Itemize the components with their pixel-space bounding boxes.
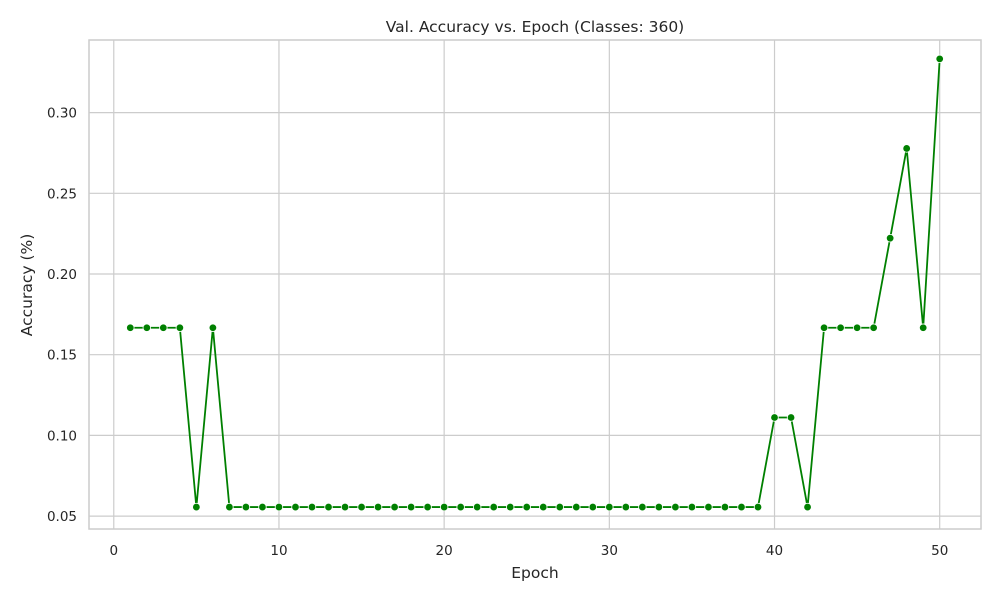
data-point [704, 502, 713, 512]
data-point [654, 502, 664, 512]
data-point [852, 323, 862, 332]
plot-border [88, 39, 982, 530]
plot-background [89, 40, 981, 529]
data-point [918, 323, 928, 332]
x-tick-labels: 0 10 20 30 40 50 [109, 543, 948, 559]
y-tick-label: 0.25 [47, 186, 77, 202]
data-point [605, 502, 614, 512]
data-point [935, 54, 944, 64]
plot-frame [88, 39, 982, 530]
y-tick-label: 0.10 [47, 428, 77, 444]
data-point [819, 323, 829, 332]
data-point [489, 502, 498, 512]
chart-title: Val. Accuracy vs. Epoch (Classes: 360) [386, 18, 684, 36]
data-point [770, 413, 779, 422]
x-tick-label: 20 [436, 543, 453, 559]
data-point [258, 502, 267, 512]
data-point [159, 323, 168, 332]
data-point [225, 502, 234, 512]
data-point [390, 502, 399, 512]
data-point [357, 502, 366, 512]
x-axis-label: Epoch [511, 564, 558, 582]
y-tick-labels: 0.05 0.10 0.15 0.20 0.25 0.30 [47, 106, 77, 525]
data-point [522, 502, 531, 512]
data-point [555, 502, 564, 512]
data-point [406, 502, 416, 512]
data-point [885, 233, 895, 243]
data-point [142, 323, 152, 332]
data-point [126, 323, 135, 332]
x-tick-label: 0 [109, 543, 118, 559]
x-tick-label: 30 [601, 543, 618, 559]
data-point [340, 502, 350, 512]
data-point [208, 323, 218, 332]
data-point [687, 502, 697, 512]
data-point [836, 323, 845, 332]
y-tick-label: 0.05 [47, 509, 77, 525]
data-point [621, 502, 631, 512]
data-point [373, 502, 383, 512]
y-tick-label: 0.30 [47, 106, 77, 122]
data-point [869, 323, 878, 332]
y-tick-label: 0.20 [47, 267, 77, 283]
data-point [671, 502, 680, 512]
data-point [291, 502, 300, 512]
y-axis-label: Accuracy (%) [18, 234, 36, 337]
grid [89, 40, 981, 529]
x-tick-label: 50 [931, 543, 948, 559]
data-point [786, 413, 796, 422]
data-point [324, 502, 333, 512]
x-tick-label: 40 [766, 543, 783, 559]
data-point [506, 502, 515, 512]
data-point [307, 502, 317, 512]
data-point [902, 144, 911, 153]
data-point [192, 502, 201, 512]
x-tick-label: 10 [270, 543, 287, 559]
data-point [539, 502, 548, 512]
data-point [241, 502, 251, 512]
data-point [472, 502, 482, 512]
data-point [638, 502, 647, 512]
data-point [803, 502, 812, 512]
data-point [423, 502, 432, 512]
data-point [439, 502, 449, 512]
data-point [175, 323, 185, 332]
series-group [126, 54, 944, 512]
data-point [456, 502, 465, 512]
data-point [572, 502, 581, 512]
data-point [720, 502, 730, 512]
data-point [274, 502, 284, 512]
data-point [753, 502, 763, 512]
y-tick-label: 0.15 [47, 348, 77, 364]
data-point [588, 502, 598, 512]
data-point [737, 502, 746, 512]
